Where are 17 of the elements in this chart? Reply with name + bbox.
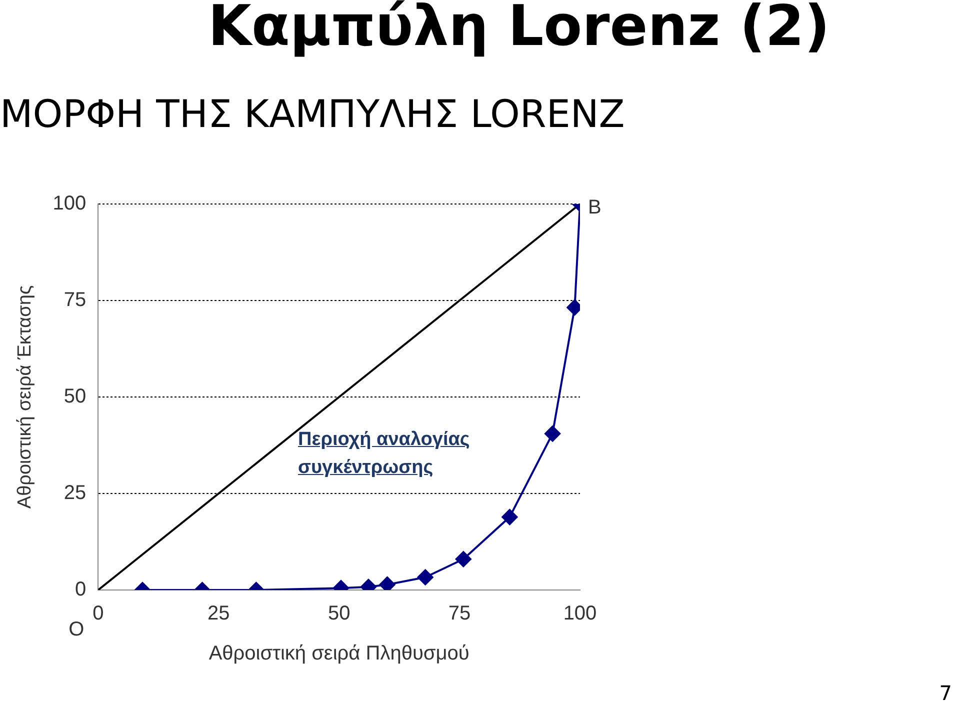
x-axis-title: Αθροιστική σειρά Πληθυσμού — [208, 642, 470, 665]
y-axis-title: Αθροιστική σειρά Έκτασης — [14, 285, 36, 509]
y-tick-label: 50 — [64, 386, 86, 408]
x-tick-label: 50 — [328, 602, 350, 625]
y-tick-label: 100 — [52, 192, 86, 215]
annotation: Περιοχή αναλογίας συγκέντρωσης — [298, 428, 471, 480]
x-tick-label: 100 — [563, 602, 597, 625]
y-tick-label: 75 — [64, 289, 86, 312]
y-tick-label: 25 — [64, 482, 86, 504]
x-tick-label: 75 — [448, 602, 471, 625]
annotation: O — [68, 618, 84, 641]
annotation: B — [588, 196, 602, 219]
text: 7 — [939, 681, 952, 705]
y-tick-label: 0 — [75, 578, 86, 601]
x-tick-label: 25 — [208, 602, 230, 625]
x-tick-label: 0 — [92, 602, 104, 625]
chart-subtitle: ΜΟΡΦΗ ΤΗΣ ΚΑΜΠΥΛΗΣ LORENZ — [0, 92, 625, 136]
